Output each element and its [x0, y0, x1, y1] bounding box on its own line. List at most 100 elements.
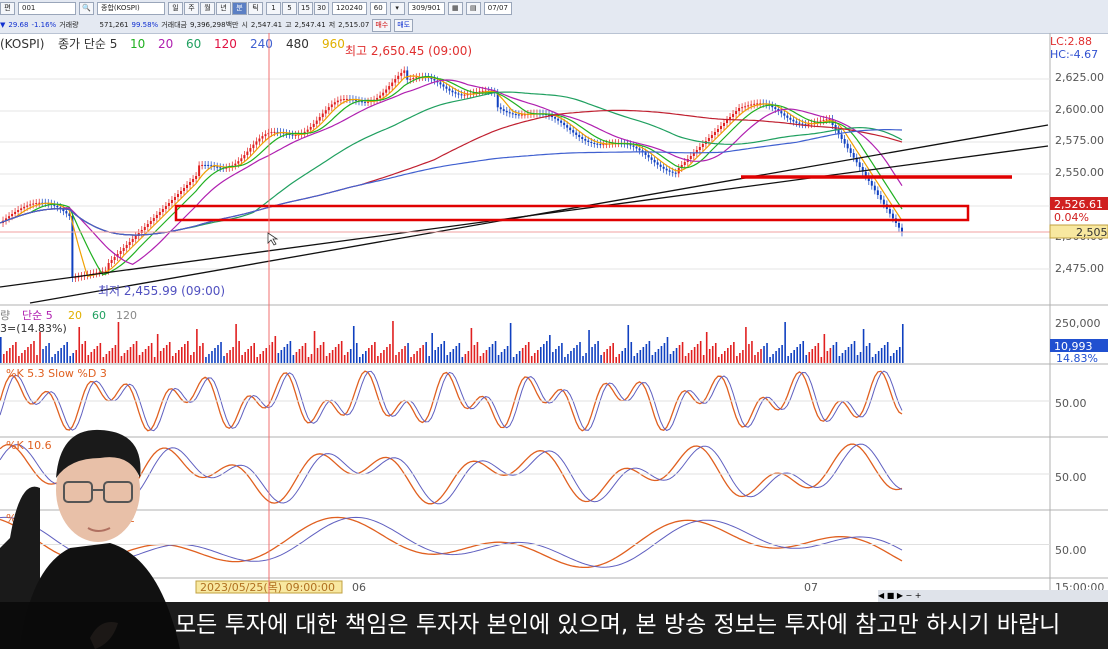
calendar-icon[interactable]: ▤ — [465, 1, 481, 15]
volume-bar — [365, 351, 367, 363]
volume-bar — [775, 351, 777, 363]
stochastic-panel-1[interactable] — [0, 370, 1050, 432]
zoom-in-icon[interactable]: + — [914, 591, 922, 600]
price-panel[interactable] — [0, 66, 1050, 304]
volume-bar — [512, 357, 515, 363]
trendline-2 — [0, 145, 1049, 288]
volume-bar — [428, 356, 430, 363]
volume-bar — [615, 357, 617, 363]
volume-bar — [491, 344, 494, 363]
volume-panel[interactable] — [0, 321, 904, 363]
candle-body — [213, 165, 216, 167]
volume-bar — [898, 347, 901, 363]
volume-bar — [826, 351, 829, 363]
period-button-4[interactable]: 분 — [232, 1, 247, 15]
candle-body — [158, 212, 161, 215]
candle-body — [789, 117, 792, 120]
volume-bar — [555, 349, 557, 363]
price-y-tick-0: 2,625.00 — [1055, 71, 1104, 84]
volume-bar — [102, 357, 105, 363]
candle-body — [433, 78, 436, 81]
period-button-1[interactable]: 주 — [184, 1, 199, 15]
interval-button-30[interactable]: 30 — [314, 1, 329, 15]
volume-bar — [784, 322, 786, 363]
volume-bar — [346, 352, 349, 363]
volume-bar — [856, 355, 859, 363]
volume-bar — [33, 341, 35, 363]
volume-current-pct: 14.83% — [1056, 352, 1098, 365]
volume-bar — [199, 346, 201, 363]
candle-body — [131, 239, 134, 242]
volume-bar — [419, 348, 421, 363]
candle-body — [23, 206, 26, 209]
scroll-left-icon[interactable]: ◀ — [878, 591, 885, 600]
volume-bar — [114, 345, 117, 363]
volume-bar — [527, 342, 530, 363]
volume-bar — [714, 343, 717, 363]
candle-body — [364, 101, 367, 103]
candle-body — [656, 162, 659, 165]
volume-ma-legend: 20 60 120 — [68, 309, 137, 322]
stochastic-panel-3[interactable] — [0, 516, 1050, 569]
volume-bar — [72, 353, 74, 363]
chart-area[interactable]: (KOSPI) 종가 단순 5 10 20 60 120 240 480 960 최고 2,… — [0, 33, 1108, 602]
volume-bar — [256, 357, 259, 363]
volume-bar — [202, 343, 204, 363]
volume-bar — [295, 352, 298, 363]
grid-icon[interactable]: ▦ — [447, 1, 463, 15]
candle-body — [246, 151, 249, 156]
candle-body — [689, 156, 692, 159]
candle-body — [644, 152, 647, 155]
dropdown-icon[interactable]: ▾ — [389, 1, 405, 15]
change-pct: -1.16% — [31, 21, 57, 29]
volume-bar — [739, 353, 741, 363]
buy-button[interactable]: 매수 — [372, 18, 392, 32]
volume-bar — [660, 346, 663, 363]
volume-bar — [687, 353, 690, 363]
candle-body — [56, 205, 59, 208]
volume-bar — [769, 357, 771, 363]
volume-bar — [847, 347, 850, 363]
volume-bar — [386, 347, 388, 363]
interval-button-5[interactable]: 5 — [282, 1, 297, 15]
candle-body — [481, 90, 484, 92]
volume-bar — [781, 345, 783, 363]
current-pct: 0.04% — [1054, 211, 1089, 224]
scroll-right-icon[interactable]: ▶ — [896, 591, 903, 600]
count-field[interactable]: 309/901 — [407, 1, 445, 15]
volume-bar — [60, 348, 62, 363]
candle-body — [186, 185, 189, 188]
symbol-field[interactable]: 종합(KOSPI) — [97, 1, 165, 15]
volume-bar — [612, 343, 614, 363]
candle-body — [665, 168, 668, 171]
chart-scroll-controls[interactable]: ◀ ■ ▶ − + — [878, 590, 1108, 602]
stoch3-y-tick: 50.00 — [1055, 544, 1087, 557]
interval-button-15[interactable]: 15 — [298, 1, 313, 15]
candle-body — [336, 100, 339, 103]
candle-body — [122, 248, 125, 251]
candle-body — [478, 91, 481, 93]
sell-button[interactable]: 매도 — [394, 18, 414, 32]
candle-body — [897, 223, 900, 228]
stochastic-panel-2[interactable] — [0, 443, 1050, 505]
volume-bar — [796, 347, 798, 363]
unit-field[interactable]: 60 — [369, 1, 387, 15]
period-button-2[interactable]: 월 — [200, 1, 215, 15]
interval-button-1[interactable]: 1 — [266, 1, 281, 15]
period-button-5[interactable]: 틱 — [248, 1, 263, 15]
candle-body — [252, 144, 255, 149]
period-button-3[interactable]: 년 — [216, 1, 231, 15]
volume-bar — [588, 330, 590, 363]
account-field[interactable]: 001 — [18, 1, 76, 15]
period-button-0[interactable]: 일 — [168, 1, 183, 15]
date-right-field[interactable]: 07/07 — [483, 1, 512, 15]
window-menu-button[interactable]: 편 — [0, 1, 15, 15]
candle-body — [406, 70, 409, 80]
search-icon[interactable]: 🔍 — [79, 1, 94, 15]
volume-bar — [24, 350, 26, 363]
scroll-stop-icon[interactable]: ■ — [886, 591, 895, 600]
candle-body — [671, 171, 674, 173]
zoom-out-icon[interactable]: − — [905, 591, 913, 600]
date-field[interactable]: 120240 — [332, 1, 367, 15]
volume-bar — [401, 349, 403, 363]
